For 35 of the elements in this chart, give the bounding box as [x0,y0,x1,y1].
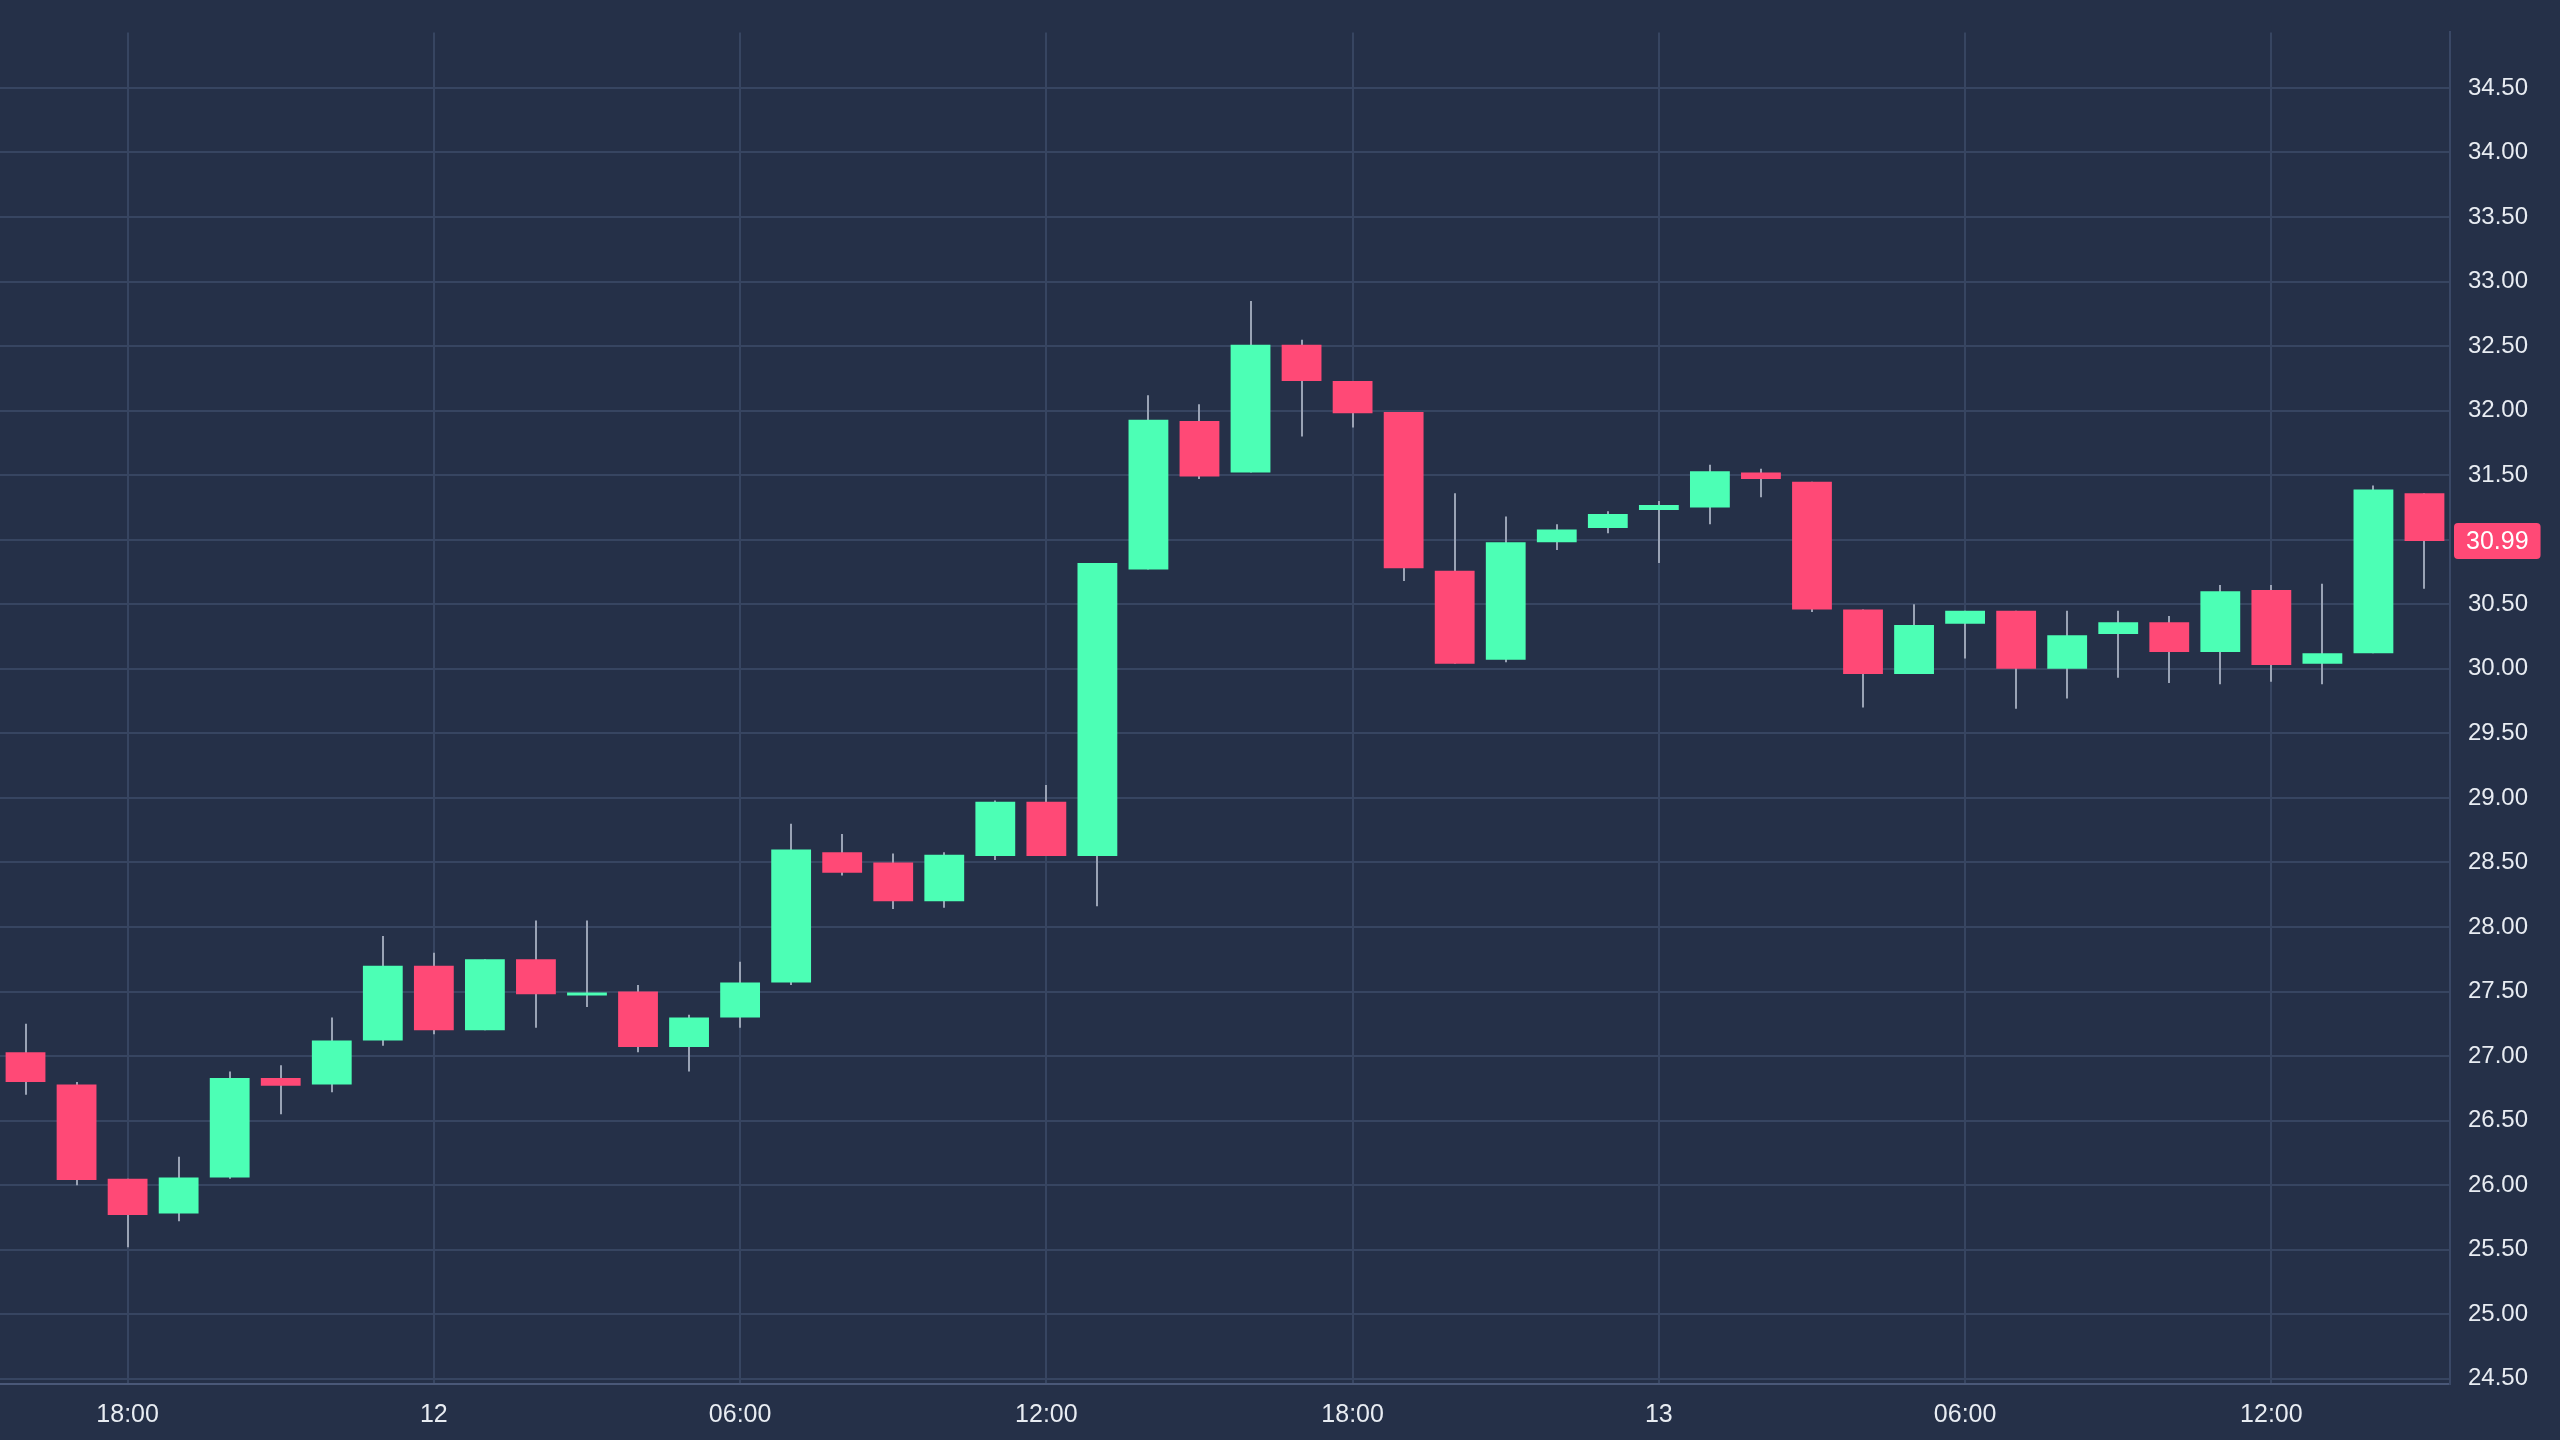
y-tick-label: 30.00 [2468,653,2529,681]
y-tick-label: 28.50 [2468,847,2529,875]
x-tick-label: 06:00 [708,1398,772,1427]
y-tick-label: 32.50 [2468,330,2529,358]
candlestick [1741,467,1781,499]
y-tick-label: 28.00 [2468,911,2529,939]
y-tick-label: 33.50 [2468,201,2529,229]
x-tick-label: 06:00 [1933,1398,1997,1427]
x-tick-label: 12:00 [2240,1398,2303,1427]
candlestick [260,1064,301,1116]
candlestick [1638,500,1679,564]
y-tick-label: 26.00 [2468,1169,2529,1197]
y-tick-label: 27.00 [2468,1040,2529,1068]
y-tick-label: 34.50 [2468,72,2529,100]
candlestick [2098,609,2139,679]
x-tick-label: 12 [419,1398,448,1427]
y-tick-label: 31.50 [2468,459,2529,487]
x-tick-label: 13 [1644,1398,1673,1427]
y-tick-label: 33.00 [2468,266,2529,294]
x-tick-label: 12:00 [1015,1398,1078,1427]
y-tick-label: 32.00 [2468,395,2529,423]
text: 30.99 [2466,525,2529,554]
y-tick-label: 27.50 [2468,976,2529,1004]
y-tick-label: 25.50 [2468,1234,2529,1262]
y-tick-label: 29.50 [2468,718,2529,745]
y-tick-label: 26.50 [2468,1105,2529,1133]
x-tick-label: 18:00 [96,1398,159,1427]
candlestick [2302,582,2343,686]
y-tick-label: 30.50 [2468,588,2529,616]
y-tick-label: 29.00 [2468,782,2529,810]
y-tick-label: 24.50 [2468,1363,2529,1391]
y-tick-label: 34.00 [2468,137,2529,165]
y-tick-label: 25.00 [2468,1298,2529,1326]
x-tick-label: 18:00 [1321,1398,1384,1427]
candlestick [567,919,607,1009]
